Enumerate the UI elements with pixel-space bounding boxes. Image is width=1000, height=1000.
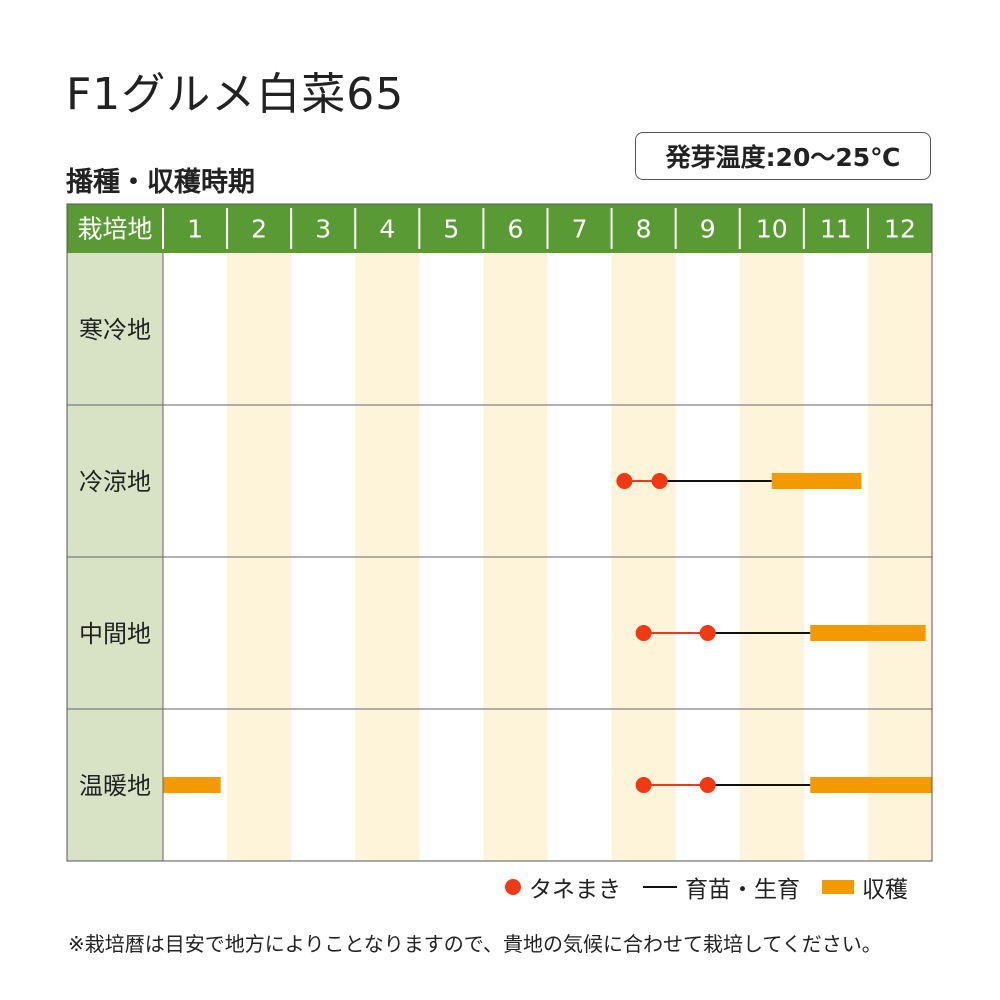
month-label-7: 7: [572, 215, 588, 244]
legend-sowing-label: タネまき: [529, 877, 621, 903]
germination-temp-badge: 発芽温度:20〜25℃: [635, 132, 931, 180]
page-title: F1グルメ白菜65: [66, 69, 405, 120]
month-label-5: 5: [443, 215, 459, 244]
sowing-dot: [635, 625, 652, 641]
month-label-11: 11: [820, 215, 852, 244]
month-label-9: 9: [700, 215, 716, 244]
region-label-1: 寒冷地: [79, 316, 151, 344]
harvest-bar: [163, 777, 221, 793]
harvest-bar-icon: [822, 880, 854, 894]
legend-seedling-label: 育苗・生育: [685, 877, 800, 903]
month-label-12: 12: [884, 215, 916, 244]
legend-harvest-label: 収穫: [862, 877, 908, 903]
header-label: 栽培地: [77, 215, 152, 244]
sowing-dot: [651, 473, 668, 489]
legend: タネまき 育苗・生育 収穫: [505, 870, 908, 904]
sowing-dot-icon: [505, 879, 521, 895]
chart-border: [66, 203, 933, 862]
harvest-bar: [771, 473, 862, 489]
sowing-dot: [616, 473, 633, 489]
legend-sowing: タネまき: [505, 870, 621, 904]
month-label-4: 4: [379, 215, 395, 244]
month-label-8: 8: [636, 215, 652, 244]
month-label-10: 10: [756, 215, 788, 244]
month-label-2: 2: [251, 215, 267, 244]
month-label-3: 3: [315, 215, 331, 244]
region-label-4: 温暖地: [79, 772, 151, 800]
seedling-line-icon: [643, 886, 677, 888]
sowing-dot: [635, 777, 652, 793]
germination-temp-text: 発芽温度:20〜25℃: [665, 143, 901, 172]
footnote: ※栽培暦は目安で地方によりことなりますので、貴地の気候に合わせて栽培してください…: [68, 932, 882, 956]
header-band: [67, 204, 932, 253]
harvest-bar: [810, 625, 926, 641]
legend-harvest: 収穫: [822, 870, 908, 904]
sowing-dot: [699, 625, 716, 641]
region-label-3: 中間地: [79, 620, 151, 648]
chart-subtitle: 播種・収穫時期: [66, 167, 255, 198]
sowing-dot: [699, 777, 716, 793]
harvest-bar: [810, 777, 932, 793]
region-label-2: 冷涼地: [79, 468, 151, 496]
month-label-6: 6: [508, 215, 524, 244]
legend-seedling: 育苗・生育: [643, 870, 800, 904]
month-label-1: 1: [187, 215, 203, 244]
